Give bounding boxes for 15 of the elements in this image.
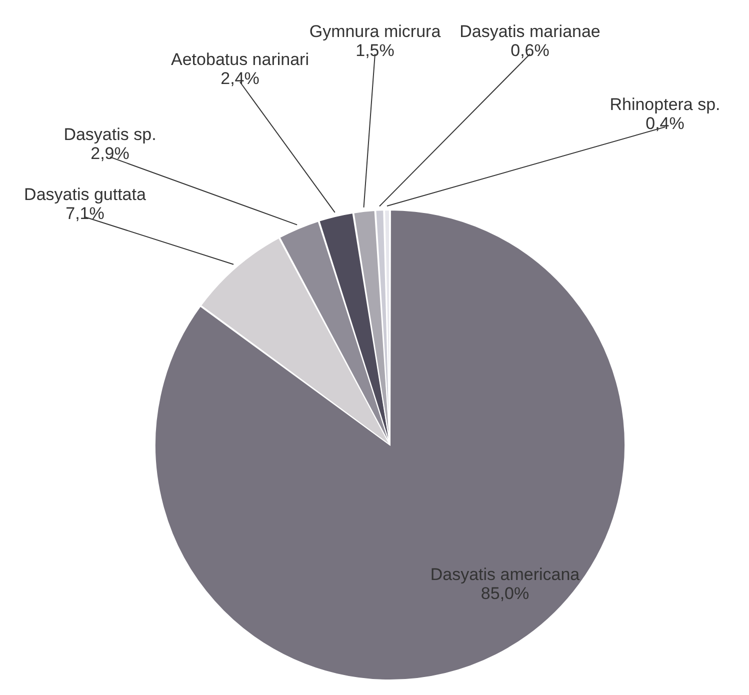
data-label: 0,4% (646, 114, 684, 133)
slice-label: Dasyatis guttata (24, 185, 146, 204)
slice-label: Rhinoptera sp. (610, 95, 720, 114)
data-label: 2,9% (90, 144, 130, 163)
slice-label: Dasyatis americana (430, 565, 580, 584)
data-label: 1,5% (356, 41, 394, 60)
data-label: 2,4% (220, 69, 260, 88)
slice-label: Aetobatus narinari (171, 50, 309, 69)
pie-slice (154, 210, 626, 680)
slice-label: Gymnura micrura (309, 22, 442, 41)
data-label: 7,1% (66, 204, 104, 223)
slice-label: Dasyatis marianae (460, 22, 600, 41)
slice-label: Dasyatis sp. (64, 125, 156, 144)
data-label: 0,6% (510, 41, 550, 60)
data-label: 85,0% (480, 584, 530, 603)
